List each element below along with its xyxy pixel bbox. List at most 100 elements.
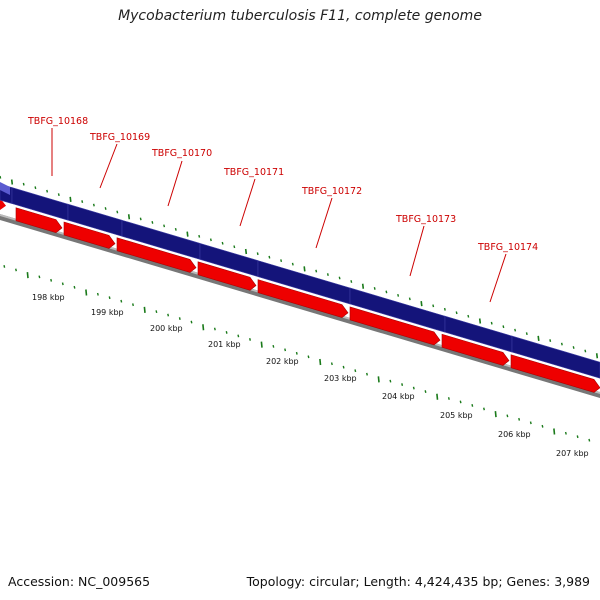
tick-mark <box>455 311 458 315</box>
tick-mark <box>595 353 599 359</box>
scale-tick <box>249 337 251 341</box>
tick-mark <box>151 221 154 224</box>
scale-tick <box>284 348 287 352</box>
scale-tick <box>108 296 111 300</box>
tick-mark <box>420 301 423 307</box>
tick-mark <box>560 342 563 346</box>
gene-label-leader <box>489 253 507 303</box>
scale-tick <box>506 414 509 418</box>
scale-tick <box>3 265 6 268</box>
scale-tick <box>167 313 170 317</box>
tick-mark <box>57 193 60 197</box>
scale-tick <box>295 351 298 355</box>
scale-tick <box>15 268 17 272</box>
gene-label-leader <box>409 225 425 277</box>
tick-mark <box>46 189 49 193</box>
scale-tick <box>272 344 275 348</box>
tick-mark <box>233 245 236 249</box>
gene-label: TBFG_10169 <box>89 132 150 143</box>
outer-ticks <box>0 175 599 359</box>
tick-mark <box>198 234 201 238</box>
scale-tick <box>213 327 216 331</box>
tick-mark <box>221 241 224 245</box>
scale-labels: 198 kbp 199 kbp 200 kbp 201 kbp 202 kbp … <box>32 293 589 458</box>
tick-mark <box>256 252 259 256</box>
tick-mark <box>163 224 166 228</box>
tick-mark <box>92 203 95 207</box>
tick-mark <box>467 314 470 318</box>
forward-strand-genes <box>0 182 600 379</box>
gene-label: TBFG_10174 <box>477 242 538 253</box>
tick-mark <box>116 210 119 214</box>
accession-text: Accession: NC_009565 <box>8 574 151 589</box>
tick-mark <box>326 273 329 276</box>
scale-tick <box>401 383 404 386</box>
tick-mark <box>584 349 587 353</box>
tick-mark <box>209 238 212 242</box>
tick-mark <box>303 266 306 272</box>
tick-mark <box>291 262 294 266</box>
gene-label-leader <box>239 178 256 227</box>
forward-gene <box>0 182 10 195</box>
tick-mark <box>385 290 388 294</box>
scale-tick <box>85 289 88 296</box>
tick-mark <box>350 280 353 283</box>
scale-label: 207 kbp <box>556 449 589 458</box>
tick-mark <box>490 321 493 325</box>
gene-labels: TBFG_10168 TBFG_10169 TBFG_10170 TBFG_10… <box>27 116 538 303</box>
scale-tick <box>553 428 556 435</box>
tick-mark <box>361 283 365 289</box>
scale-label: 206 kbp <box>498 430 531 439</box>
genome-summary-text: Topology: circular; Length: 4,424,435 bp… <box>246 574 590 589</box>
tick-mark <box>280 259 283 263</box>
tick-mark <box>502 325 505 329</box>
reverse-gene <box>0 198 6 210</box>
tick-mark <box>572 346 575 349</box>
scale-tick <box>447 397 450 400</box>
gene-label: TBFG_10173 <box>395 214 456 225</box>
tick-mark <box>22 182 25 186</box>
tick-mark <box>127 214 131 220</box>
tick-mark <box>537 335 540 341</box>
tick-mark <box>139 217 142 221</box>
scale-tick <box>120 299 123 303</box>
tick-mark <box>443 307 446 311</box>
scale-tick <box>132 303 134 307</box>
scale-tick <box>354 369 357 373</box>
scale-label: 200 kbp <box>150 324 183 333</box>
tick-mark <box>525 332 528 336</box>
tick-mark <box>10 179 14 185</box>
scale-tick <box>389 379 392 383</box>
scale-tick <box>225 331 228 334</box>
scale-tick <box>307 355 310 359</box>
scale-tick <box>377 376 380 383</box>
tick-mark <box>69 196 72 202</box>
tick-mark <box>34 186 37 190</box>
tick-mark <box>397 293 400 297</box>
scale-tick <box>73 285 76 289</box>
gene-label: TBFG_10171 <box>223 167 284 178</box>
scale-tick <box>494 411 497 418</box>
scale-tick <box>366 372 368 376</box>
tick-mark <box>549 339 552 342</box>
tick-mark <box>104 207 107 210</box>
scale-tick <box>178 317 181 320</box>
scale-tick <box>483 407 485 411</box>
scale-tick <box>518 417 521 421</box>
tick-mark <box>514 328 517 332</box>
scale-tick <box>529 421 532 425</box>
scale-tick <box>564 431 567 435</box>
reverse-gene <box>349 306 441 346</box>
tick-mark <box>338 276 341 280</box>
reverse-strand-genes <box>0 198 600 393</box>
scale-tick <box>342 365 345 369</box>
scale-label: 203 kbp <box>324 374 357 383</box>
tick-mark <box>373 287 376 290</box>
scale-tick <box>588 438 591 442</box>
scale-tick <box>319 358 322 366</box>
tick-mark <box>0 175 2 179</box>
reverse-gene <box>15 207 63 233</box>
tick-mark <box>408 297 411 301</box>
